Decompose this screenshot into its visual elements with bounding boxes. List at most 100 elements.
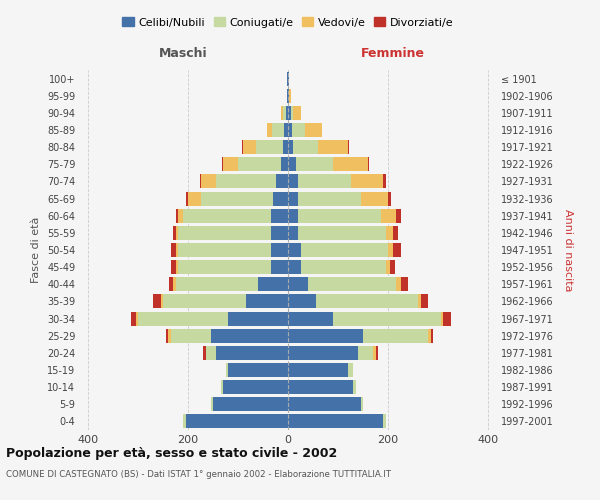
Bar [211, 398, 213, 411]
Bar [373, 346, 376, 360]
Bar [380, 208, 395, 222]
Bar [428, 328, 431, 342]
Bar [376, 346, 378, 360]
Bar [173, 226, 175, 240]
Bar [288, 346, 358, 360]
Text: Popolazione per età, sesso e stato civile - 2002: Popolazione per età, sesso e stato civil… [6, 448, 337, 460]
Bar [170, 243, 175, 257]
Bar [293, 106, 301, 120]
Bar [175, 226, 178, 240]
Bar [440, 312, 443, 326]
Bar [283, 140, 288, 154]
Bar [298, 174, 350, 188]
Bar [185, 192, 188, 205]
Bar [188, 192, 200, 205]
Bar [368, 158, 369, 172]
Bar [228, 363, 288, 377]
Bar [178, 208, 183, 222]
Bar [288, 260, 301, 274]
Bar [288, 192, 298, 205]
Bar [200, 192, 273, 205]
Bar [388, 243, 393, 257]
Bar [160, 294, 163, 308]
Bar [271, 243, 288, 257]
Bar [213, 398, 288, 411]
Bar [281, 106, 283, 120]
Bar [358, 346, 373, 360]
Bar [166, 328, 168, 342]
Bar [418, 294, 421, 308]
Bar [287, 72, 288, 86]
Bar [170, 328, 211, 342]
Bar [288, 243, 301, 257]
Bar [215, 346, 288, 360]
Bar [348, 140, 349, 154]
Bar [199, 174, 200, 188]
Bar [200, 174, 215, 188]
Bar [361, 192, 388, 205]
Bar [168, 328, 170, 342]
Bar [288, 278, 308, 291]
Bar [401, 278, 408, 291]
Text: Maschi: Maschi [158, 46, 208, 60]
Bar [288, 88, 289, 102]
Bar [283, 106, 286, 120]
Bar [431, 328, 433, 342]
Bar [350, 174, 383, 188]
Bar [298, 192, 361, 205]
Bar [178, 243, 271, 257]
Bar [178, 260, 271, 274]
Bar [215, 174, 275, 188]
Bar [288, 414, 383, 428]
Bar [293, 140, 318, 154]
Bar [288, 158, 296, 172]
Bar [393, 226, 398, 240]
Bar [242, 140, 243, 154]
Bar [176, 278, 258, 291]
Bar [395, 278, 401, 291]
Bar [288, 380, 353, 394]
Bar [275, 174, 288, 188]
Bar [305, 123, 322, 137]
Bar [383, 174, 386, 188]
Bar [284, 123, 288, 137]
Bar [298, 208, 380, 222]
Bar [389, 260, 395, 274]
Bar [130, 312, 136, 326]
Bar [211, 328, 288, 342]
Bar [288, 106, 290, 120]
Bar [298, 226, 386, 240]
Bar [383, 414, 386, 428]
Bar [266, 123, 271, 137]
Bar [136, 312, 138, 326]
Bar [185, 414, 288, 428]
Bar [170, 260, 175, 274]
Bar [238, 158, 281, 172]
Bar [271, 123, 284, 137]
Bar [175, 208, 178, 222]
Bar [178, 226, 271, 240]
Bar [288, 72, 289, 86]
Y-axis label: Anni di nascita: Anni di nascita [563, 209, 573, 291]
Bar [183, 208, 271, 222]
Bar [296, 158, 333, 172]
Bar [333, 158, 368, 172]
Bar [169, 278, 173, 291]
Text: COMUNE DI CASTEGNATO (BS) - Dati ISTAT 1° gennaio 2002 - Elaborazione TUTTITALIA: COMUNE DI CASTEGNATO (BS) - Dati ISTAT 1… [6, 470, 391, 479]
Bar [153, 294, 160, 308]
Bar [386, 226, 393, 240]
Bar [271, 260, 288, 274]
Bar [301, 243, 388, 257]
Bar [363, 328, 428, 342]
Bar [395, 208, 401, 222]
Bar [203, 346, 205, 360]
Bar [386, 260, 389, 274]
Bar [361, 398, 363, 411]
Bar [421, 294, 428, 308]
Bar [163, 294, 245, 308]
Bar [318, 140, 348, 154]
Bar [353, 380, 355, 394]
Bar [173, 278, 175, 291]
Bar [223, 380, 288, 394]
Bar [226, 363, 228, 377]
